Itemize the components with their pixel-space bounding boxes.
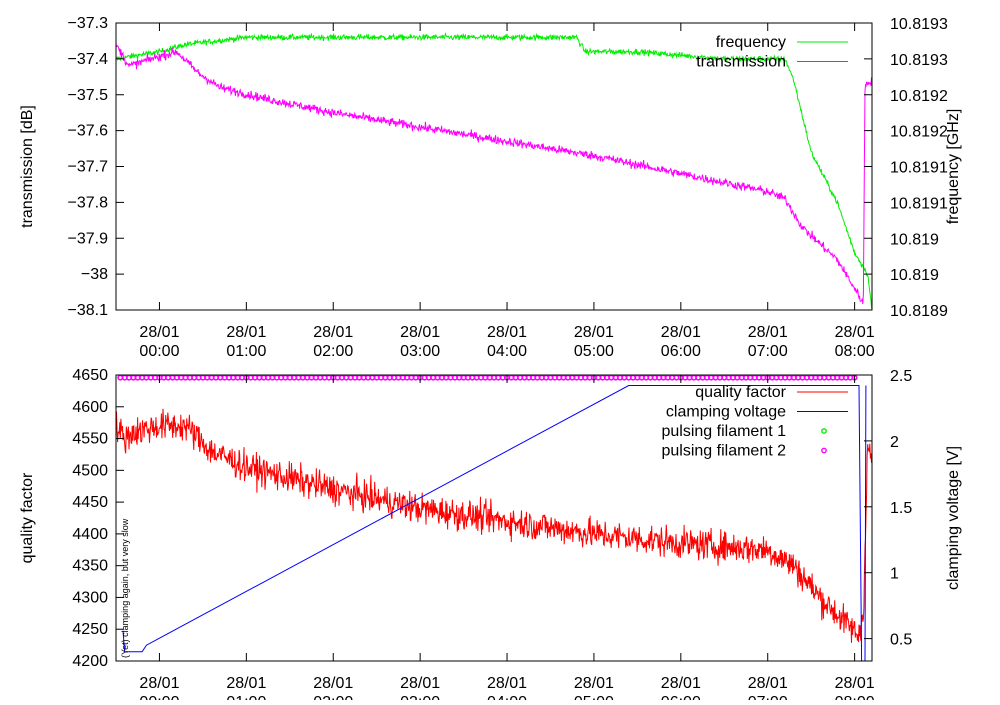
x-tick-date: 28/01 xyxy=(748,324,788,341)
x-tick-date: 28/01 xyxy=(313,324,353,341)
x-tick-date: 28/01 xyxy=(661,675,701,692)
x-tick-time: 06:00 xyxy=(661,694,701,700)
y-tick-label: 4450 xyxy=(72,494,108,511)
legend-label: frequency xyxy=(716,34,786,51)
y-tick-label: −37.8 xyxy=(68,194,109,211)
x-tick-time: 00:00 xyxy=(139,694,179,700)
bottom-panel: 4650 4600 4550 4500 4450 4400 4350 4300 4250 4200… xyxy=(19,367,962,705)
legend-marker xyxy=(821,447,827,454)
plot-area xyxy=(116,32,872,309)
y-tick-label: 4550 xyxy=(72,431,108,448)
y-tick-label: 4350 xyxy=(72,558,108,575)
x-tick-time: 02:00 xyxy=(313,694,353,700)
legend-label: clamping voltage xyxy=(666,404,786,421)
legend-label: pulsing filament 2 xyxy=(661,443,786,460)
y-tick-label: −37.6 xyxy=(68,123,109,140)
x-tick-date: 28/01 xyxy=(748,675,788,692)
x-tick-date: 28/01 xyxy=(313,675,353,692)
x-tick-time: 05:00 xyxy=(574,694,614,700)
y-tick-label: −38.1 xyxy=(68,302,109,319)
x-tick-time: 05:00 xyxy=(574,343,614,360)
series-line xyxy=(122,385,867,661)
y-tick-label: −37.5 xyxy=(68,87,109,104)
y2-tick-label: 1 xyxy=(890,566,899,583)
x-tick-date: 28/01 xyxy=(487,675,527,692)
y-tick-label: −37.7 xyxy=(68,159,109,176)
y2-tick-label: 10.819 xyxy=(890,231,939,248)
y2-axis-label: frequency [GHz] xyxy=(945,109,962,225)
series-line xyxy=(116,43,872,305)
y2-axis-label: clamping voltage [V] xyxy=(945,446,962,590)
axis-frame xyxy=(115,374,873,662)
y-tick-label: 4200 xyxy=(72,653,108,670)
y2-tick-label: 10.8193 xyxy=(890,52,948,69)
x-tick-time: 02:00 xyxy=(313,343,353,360)
y2-tick-label: 10.8191 xyxy=(890,160,948,177)
y2-tick-label: 10.8189 xyxy=(890,303,948,320)
x-tick-time: 04:00 xyxy=(487,343,527,360)
x-tick-time: 03:00 xyxy=(400,694,440,700)
x-tick-time: 07:00 xyxy=(748,343,788,360)
x-tick-time: 07:00 xyxy=(748,694,788,700)
x-tick-date: 28/01 xyxy=(487,324,527,341)
x-tick-date: 28/01 xyxy=(835,675,875,692)
x-tick-time: 08:00 xyxy=(835,694,875,700)
top-panel: −37.3 −37.4 −37.5 −37.6 −37.7 −37.8 −37.9 −38 −3… xyxy=(19,15,962,360)
y2-tick-label: 2 xyxy=(890,434,899,451)
y-axis-label: transmission [dB] xyxy=(19,105,36,228)
y2-tick-label: 10.8191 xyxy=(890,195,948,212)
y2-tick-label: 10.8192 xyxy=(890,124,948,141)
x-tick-time: 01:00 xyxy=(226,694,266,700)
x-tick-date: 28/01 xyxy=(226,324,266,341)
annotation-text: (Yet) clamping again, but very slow xyxy=(120,518,130,658)
y2-tick-label: 10.819 xyxy=(890,267,939,284)
y-tick-label: 4250 xyxy=(72,621,108,638)
y-tick-label: 4500 xyxy=(72,462,108,479)
x-tick-date: 28/01 xyxy=(139,324,179,341)
y-tick-label: 4650 xyxy=(72,367,108,384)
x-tick-time: 00:00 xyxy=(139,343,179,360)
y-tick-label: −37.3 xyxy=(68,15,109,32)
x-tick-date: 28/01 xyxy=(226,675,266,692)
y-tick-label: 4400 xyxy=(72,526,108,543)
y-tick-label: 4300 xyxy=(72,589,108,606)
legend-label: pulsing filament 1 xyxy=(661,423,786,440)
y-tick-label: −37.9 xyxy=(68,230,109,247)
y2-tick-label: 1.5 xyxy=(890,500,912,517)
y-tick-label: 4600 xyxy=(72,399,108,416)
y2-tick-label: 10.8192 xyxy=(890,88,948,105)
x-tick-date: 28/01 xyxy=(574,675,614,692)
legend-marker xyxy=(821,428,827,434)
x-tick-date: 28/01 xyxy=(400,324,440,341)
x-tick-date: 28/01 xyxy=(400,675,440,692)
x-tick-time: 08:00 xyxy=(835,343,875,360)
x-tick-time: 04:00 xyxy=(487,694,527,700)
series-line xyxy=(116,32,872,309)
x-tick-time: 03:00 xyxy=(400,343,440,360)
y2-tick-label: 2.5 xyxy=(890,368,912,385)
series-line xyxy=(116,408,872,643)
x-tick-date: 28/01 xyxy=(574,324,614,341)
x-tick-time: 01:00 xyxy=(226,343,266,360)
x-tick-date: 28/01 xyxy=(835,324,875,341)
legend-label: transmission xyxy=(696,54,786,71)
y2-tick-label: 10.8193 xyxy=(890,16,948,33)
y-tick-label: −38 xyxy=(81,266,108,283)
legend-label: quality factor xyxy=(695,384,786,401)
x-tick-date: 28/01 xyxy=(139,675,179,692)
y-tick-label: −37.4 xyxy=(68,51,109,68)
x-tick-date: 28/01 xyxy=(661,324,701,341)
y-axis-label: quality factor xyxy=(19,472,36,563)
x-tick-time: 06:00 xyxy=(661,343,701,360)
y2-tick-label: 0.5 xyxy=(890,632,912,649)
